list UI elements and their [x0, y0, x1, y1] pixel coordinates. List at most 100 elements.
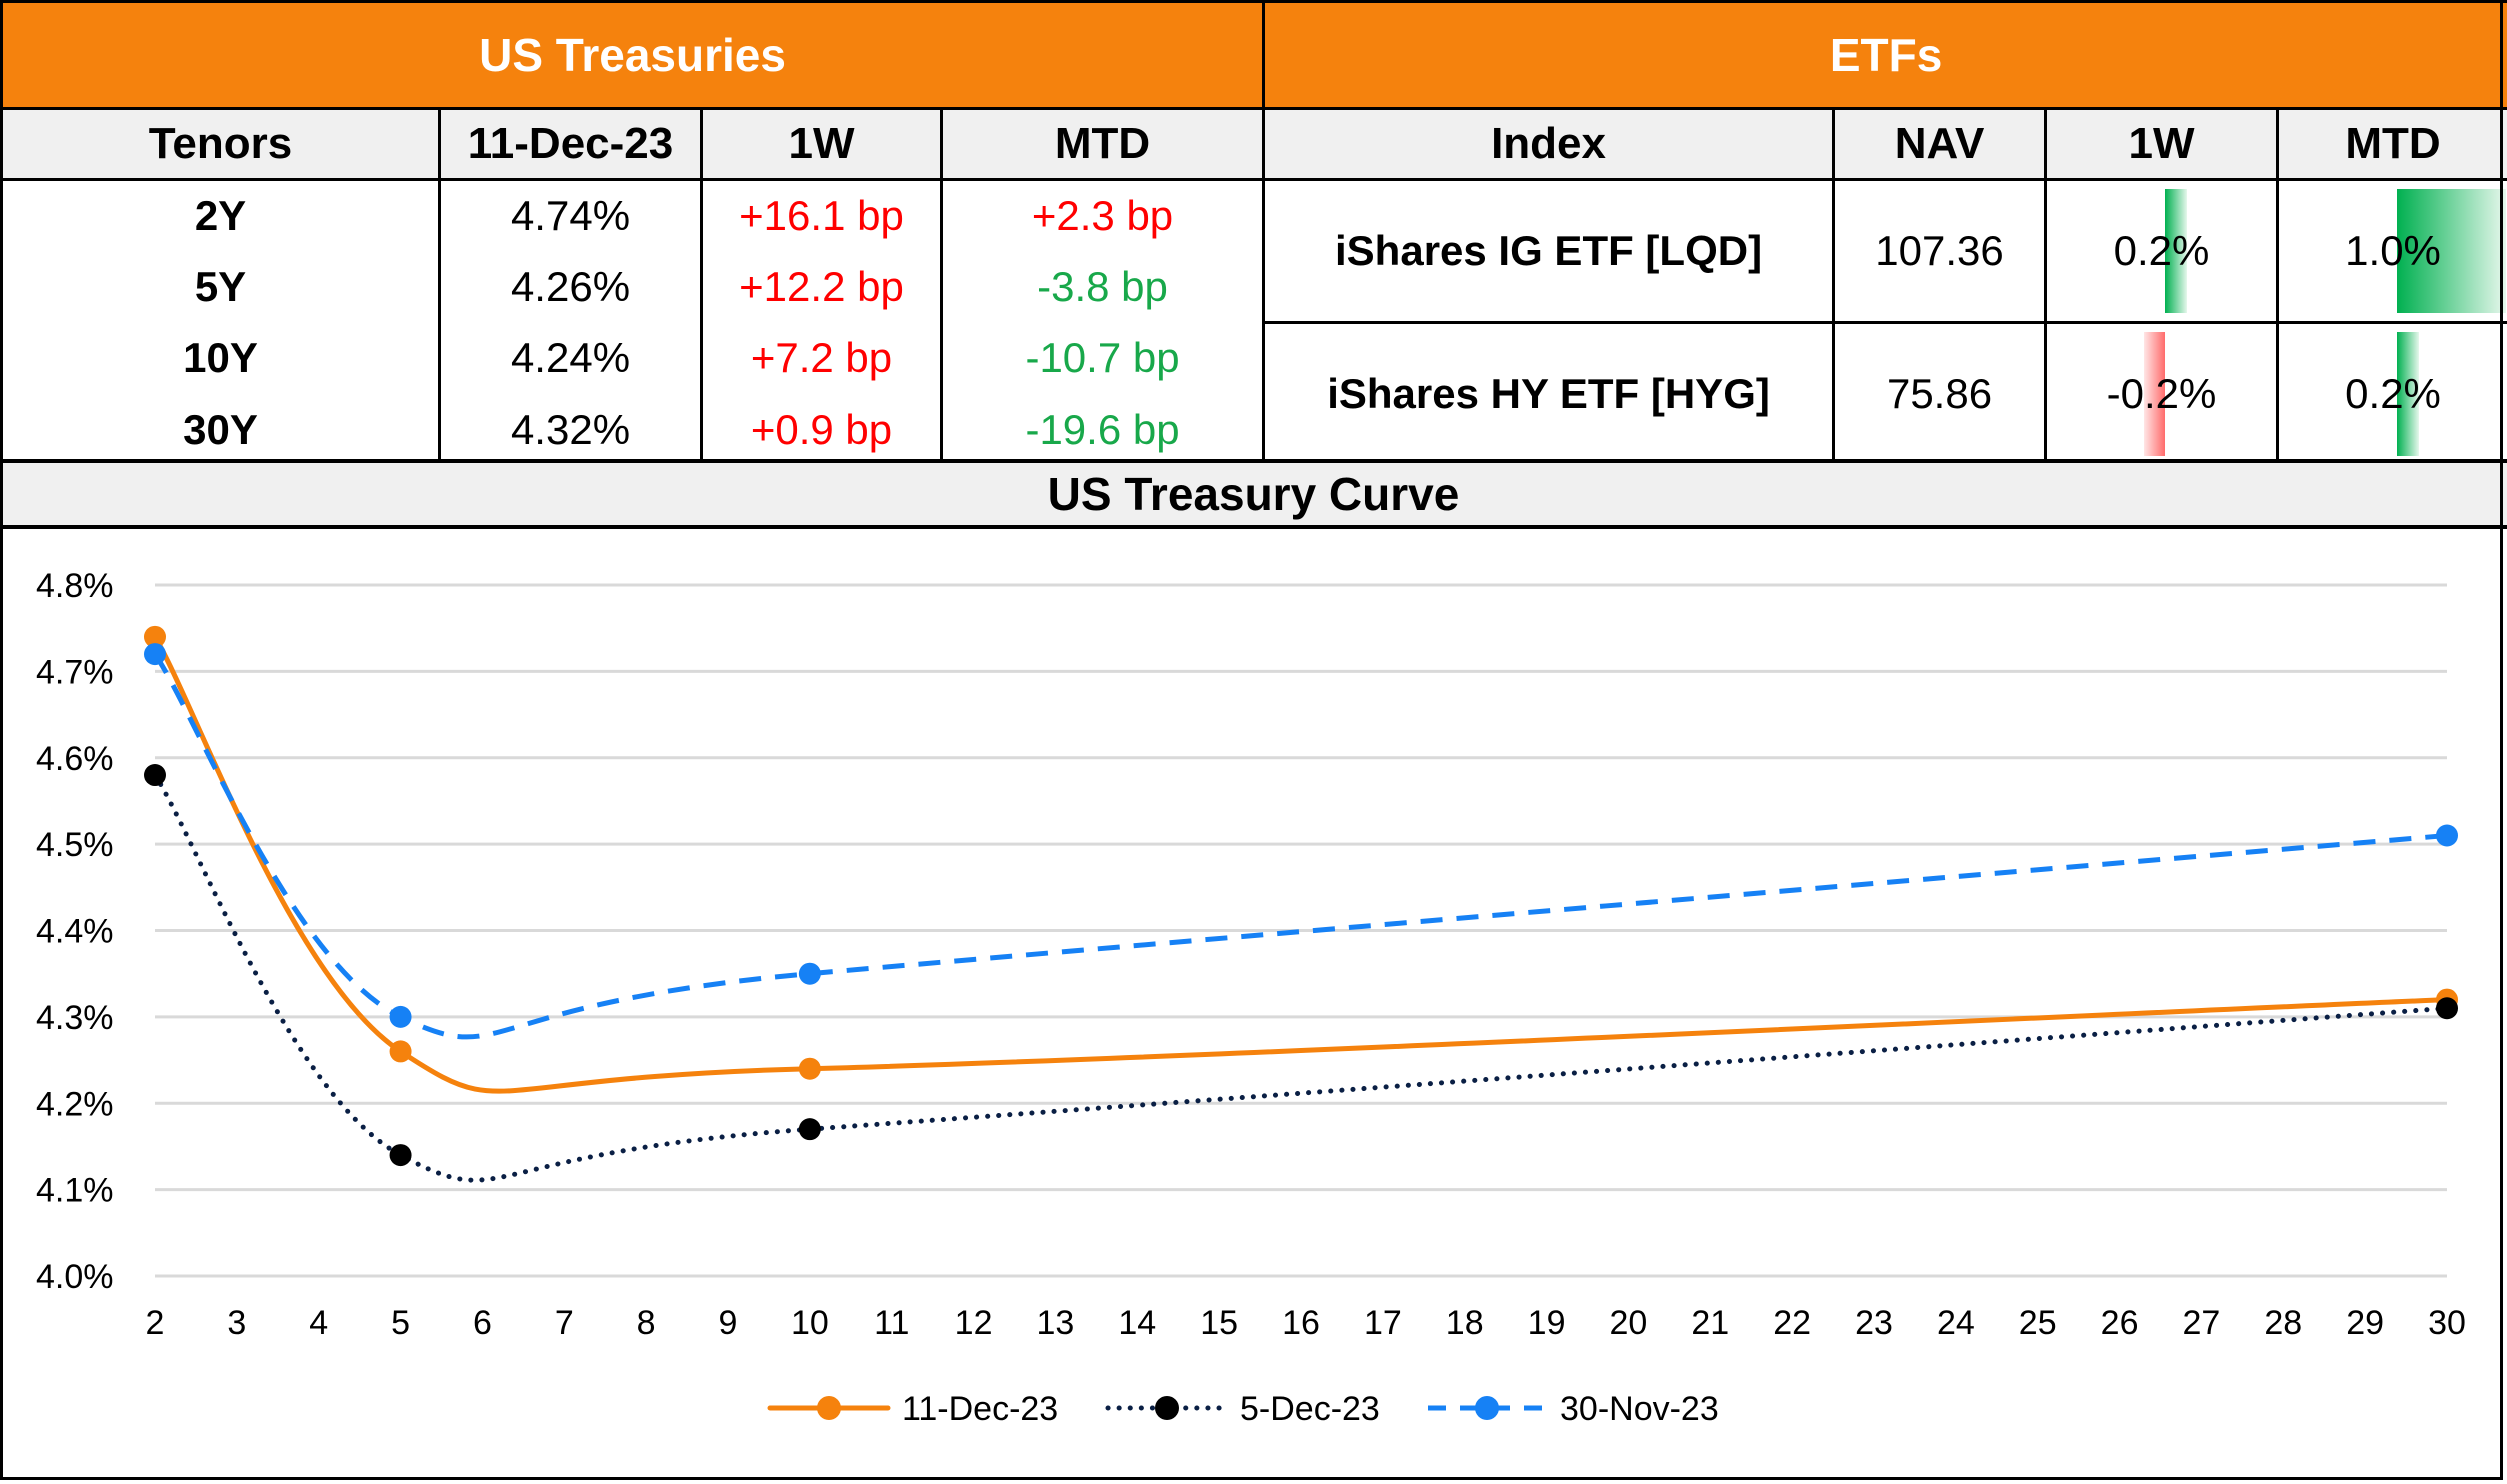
tenor: 2Y: [0, 179, 441, 252]
x-tick-label: 22: [1773, 1304, 1811, 1342]
x-tick-label: 7: [555, 1304, 574, 1342]
x-tick-label: 30: [2428, 1304, 2466, 1342]
tenor: 30Y: [0, 394, 441, 466]
y-tick-label: 4.2%: [36, 1085, 114, 1123]
data-point: [144, 625, 166, 648]
chart-title: US Treasury Curve: [0, 459, 2507, 529]
x-tick-label: 10: [791, 1304, 829, 1342]
x-tick-label: 13: [1037, 1304, 1075, 1342]
change-mtd: -10.7 bp: [939, 322, 1266, 394]
y-tick-label: 4.6%: [36, 740, 114, 778]
tenor: 10Y: [0, 322, 441, 394]
etf-1w-value: -0.2%: [2106, 370, 2217, 417]
x-tick-label: 9: [719, 1304, 738, 1342]
yield: 4.74%: [438, 179, 703, 252]
x-tick-label: 17: [1364, 1304, 1402, 1342]
data-point: [389, 1005, 412, 1028]
yield: 4.26%: [438, 251, 703, 323]
summary-table: US Treasuries ETFs Tenors 11-Dec-23 1W M…: [0, 0, 2507, 467]
x-tick-label: 5: [391, 1304, 410, 1342]
y-tick-label: 4.7%: [36, 653, 114, 691]
x-tick-label: 6: [473, 1304, 492, 1342]
etf-mtd: 1.0%: [2276, 178, 2507, 324]
x-tick-label: 25: [2019, 1304, 2057, 1342]
etf-index: iShares IG ETF [LQD]: [1262, 178, 1836, 324]
etf-1w: -0.2%: [2044, 321, 2280, 467]
treasury-row: 30Y 4.32% +0.9 bp -19.6 bp: [0, 394, 2507, 466]
x-tick-label: 19: [1528, 1304, 1566, 1342]
col-1w: 1W: [700, 107, 943, 181]
yield: 4.24%: [438, 322, 703, 394]
change-1w: +0.9 bp: [700, 394, 943, 466]
databar-positive: [2165, 189, 2188, 313]
y-tick-label: 4.0%: [36, 1258, 114, 1296]
col-mtd: MTD: [939, 107, 1266, 181]
treasury-row: 2Y 4.74% +16.1 bp +2.3 bp iShares IG ETF…: [0, 178, 2507, 324]
x-tick-label: 15: [1200, 1304, 1238, 1342]
x-tick-label: 28: [2264, 1304, 2302, 1342]
x-tick-label: 12: [955, 1304, 993, 1342]
legend-marker: [817, 1396, 841, 1420]
legend-marker: [1155, 1396, 1179, 1420]
x-tick-label: 24: [1937, 1304, 1975, 1342]
etf-nav: 107.36: [1832, 178, 2048, 324]
legend-marker: [1475, 1396, 1499, 1420]
x-tick-label: 20: [1610, 1304, 1648, 1342]
etf-nav: 75.86: [1832, 321, 2048, 467]
x-tick-label: 11: [874, 1304, 909, 1342]
data-point: [798, 1057, 821, 1080]
legend-label: 5-Dec-23: [1240, 1390, 1380, 1428]
etf-index: iShares HY ETF [HYG]: [1262, 321, 1836, 467]
legend-label: 11-Dec-23: [902, 1390, 1058, 1428]
tenor: 5Y: [0, 251, 441, 323]
series-line-5-Dec-23: [152, 772, 2450, 1183]
data-point: [389, 1144, 412, 1167]
data-point: [798, 1118, 821, 1141]
x-tick-label: 14: [1118, 1304, 1156, 1342]
treasuries-header: US Treasuries: [0, 0, 1266, 110]
data-point: [2436, 997, 2458, 1020]
etf-1w-value: 0.2%: [2113, 227, 2210, 274]
y-tick-label: 4.5%: [36, 826, 114, 864]
databar-positive: [2397, 332, 2420, 456]
x-tick-label: 16: [1282, 1304, 1320, 1342]
col-date: 11-Dec-23: [438, 107, 703, 181]
etf-mtd-value: 0.2%: [2345, 370, 2441, 417]
change-1w: +12.2 bp: [700, 251, 943, 323]
databar-positive: [2397, 189, 2507, 313]
x-tick-label: 8: [637, 1304, 656, 1342]
x-tick-label: 21: [1691, 1304, 1729, 1342]
x-tick-label: 3: [227, 1304, 246, 1342]
col-tenors: Tenors: [0, 107, 441, 181]
treasury-row: 10Y 4.24% +7.2 bp -10.7 bp iShares HY ET…: [0, 321, 2507, 467]
x-tick-label: 29: [2346, 1304, 2384, 1342]
treasury-row: 5Y 4.26% +12.2 bp -3.8 bp: [0, 251, 2507, 323]
data-point: [798, 962, 821, 985]
y-tick-label: 4.3%: [36, 999, 114, 1037]
x-tick-label: 4: [309, 1304, 328, 1342]
etfs-header: ETFs: [1262, 0, 2507, 110]
change-mtd: +2.3 bp: [939, 179, 1266, 252]
change-mtd: -19.6 bp: [939, 394, 1266, 466]
data-point: [144, 643, 166, 666]
data-point: [144, 764, 166, 787]
col-index: Index: [1262, 107, 1836, 181]
data-point: [389, 1040, 412, 1063]
x-tick-label: 18: [1446, 1304, 1484, 1342]
change-1w: +16.1 bp: [700, 179, 943, 252]
etf-mtd-value: 1.0%: [2345, 227, 2441, 274]
x-tick-label: 2: [146, 1304, 165, 1342]
etf-1w: 0.2%: [2044, 178, 2280, 324]
col-etf-1w: 1W: [2044, 107, 2280, 181]
legend-label: 30-Nov-23: [1560, 1390, 1719, 1428]
change-mtd: -3.8 bp: [939, 251, 1266, 323]
x-tick-label: 27: [2183, 1304, 2221, 1342]
x-tick-label: 23: [1855, 1304, 1893, 1342]
yield: 4.32%: [438, 394, 703, 466]
y-tick-label: 4.8%: [36, 567, 114, 605]
col-nav: NAV: [1832, 107, 2048, 181]
databar-negative: [2144, 332, 2166, 456]
y-tick-label: 4.4%: [36, 913, 114, 951]
